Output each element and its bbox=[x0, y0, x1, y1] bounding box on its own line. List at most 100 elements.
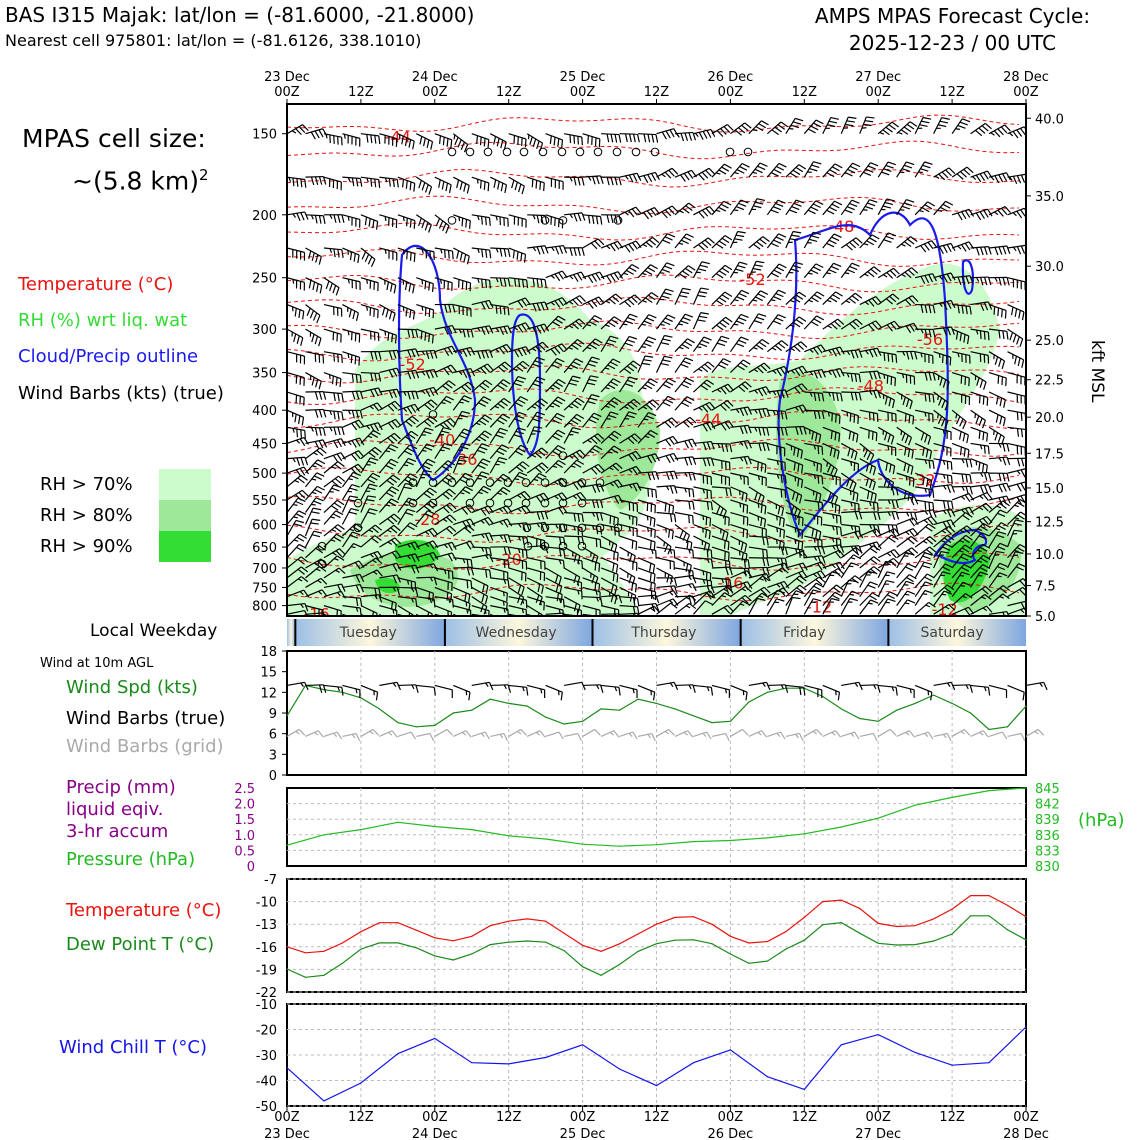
barb-staff bbox=[933, 391, 949, 404]
barb-flag bbox=[757, 503, 760, 508]
wind-barb bbox=[693, 523, 711, 540]
wind-barb bbox=[619, 411, 637, 428]
barb-flag bbox=[891, 499, 895, 509]
wind-barb bbox=[656, 377, 676, 393]
barb-flag bbox=[982, 493, 989, 502]
wind-barb bbox=[933, 442, 952, 457]
barb-staff bbox=[970, 458, 988, 466]
barb-flag bbox=[371, 537, 379, 544]
barb-flag bbox=[813, 122, 822, 128]
barb-flag bbox=[930, 516, 938, 524]
barb-flag bbox=[577, 559, 580, 565]
barb-staff bbox=[896, 486, 914, 495]
barb-flag bbox=[538, 449, 546, 457]
barb-flag bbox=[863, 449, 869, 458]
wind-barb bbox=[305, 214, 326, 224]
barb-flag bbox=[512, 250, 515, 259]
barb-staff bbox=[323, 533, 337, 548]
barb-flag bbox=[760, 463, 763, 472]
barb-flag bbox=[697, 268, 707, 272]
barb-staff bbox=[877, 121, 893, 135]
barb-flag bbox=[335, 287, 340, 296]
wind-barb bbox=[452, 381, 475, 393]
barb-flag bbox=[624, 320, 634, 325]
barb-flag bbox=[591, 525, 595, 531]
barb-flag bbox=[630, 401, 638, 408]
wind-barb bbox=[767, 442, 786, 457]
barb-flag bbox=[296, 428, 299, 438]
wind-barb bbox=[766, 199, 786, 216]
barb-flag bbox=[885, 462, 888, 471]
barb-staff bbox=[305, 426, 324, 429]
barb-flag bbox=[536, 302, 541, 312]
barb-staff bbox=[914, 546, 930, 559]
wind-barb bbox=[582, 557, 601, 572]
barb-flag bbox=[401, 136, 404, 145]
barb-flag bbox=[883, 432, 888, 441]
barb-flag bbox=[975, 247, 980, 256]
barb-staff bbox=[323, 499, 338, 513]
barb-flag bbox=[978, 535, 987, 540]
wind-barb bbox=[989, 276, 1010, 286]
barb-flag bbox=[726, 400, 734, 407]
barb-flag bbox=[772, 370, 777, 375]
barb-staff bbox=[711, 123, 728, 135]
barb-flag bbox=[503, 546, 507, 556]
wind-barb bbox=[379, 388, 401, 399]
barb-flag bbox=[458, 434, 468, 440]
barb-flag bbox=[568, 405, 573, 409]
barb-flag bbox=[387, 518, 395, 525]
barb-flag bbox=[942, 546, 951, 551]
barb-flag bbox=[854, 373, 858, 382]
barb-flag bbox=[708, 530, 711, 540]
barb-staff bbox=[582, 271, 600, 279]
barb-staff bbox=[674, 169, 692, 178]
barb-flag bbox=[353, 543, 362, 548]
wind-barb bbox=[748, 162, 768, 178]
barb-flag bbox=[427, 510, 436, 515]
barb-staff bbox=[896, 535, 912, 548]
barb-flag bbox=[335, 550, 343, 558]
barb-flag bbox=[606, 342, 615, 347]
wind-barb bbox=[859, 545, 881, 559]
barb-flag bbox=[1036, 216, 1037, 224]
barb-flag bbox=[591, 415, 600, 421]
barb-flag bbox=[581, 527, 584, 536]
barb-flag bbox=[961, 547, 970, 553]
barb-staff bbox=[988, 172, 1007, 178]
wind-barb bbox=[453, 368, 476, 378]
wind-barb bbox=[674, 416, 697, 428]
barb-staff bbox=[951, 208, 970, 216]
barb-flag bbox=[904, 435, 909, 444]
wind-barb bbox=[1007, 511, 1026, 525]
wind-barb bbox=[434, 247, 454, 260]
barb-flag bbox=[922, 540, 928, 544]
wind-barb bbox=[674, 456, 697, 466]
barb-flag bbox=[963, 448, 966, 457]
barb-flag bbox=[570, 419, 579, 425]
barb-flag bbox=[965, 459, 969, 468]
barb-flag bbox=[941, 530, 947, 534]
barb-staff bbox=[896, 322, 914, 330]
barb-flag bbox=[355, 523, 363, 529]
barb-flag bbox=[852, 483, 857, 492]
barb-flag bbox=[773, 320, 782, 325]
barb-flag bbox=[688, 132, 693, 141]
barb-staff bbox=[619, 465, 637, 474]
wind-barb bbox=[822, 511, 842, 525]
rh70-swatch bbox=[159, 469, 211, 500]
barb-staff bbox=[287, 124, 303, 135]
barb-flag bbox=[1016, 411, 1019, 421]
barb-flag bbox=[942, 446, 945, 451]
barb-staff bbox=[841, 409, 859, 417]
wind-barb bbox=[1007, 351, 1025, 368]
barb-staff bbox=[933, 442, 952, 449]
barb-flag bbox=[540, 246, 545, 255]
barb-flag bbox=[374, 135, 377, 144]
barb-flag bbox=[355, 374, 358, 383]
barb-flag bbox=[773, 269, 782, 275]
barb-flag bbox=[426, 503, 435, 509]
barb-flag bbox=[672, 505, 675, 515]
barb-staff bbox=[341, 531, 353, 548]
barb-flag bbox=[854, 511, 859, 520]
